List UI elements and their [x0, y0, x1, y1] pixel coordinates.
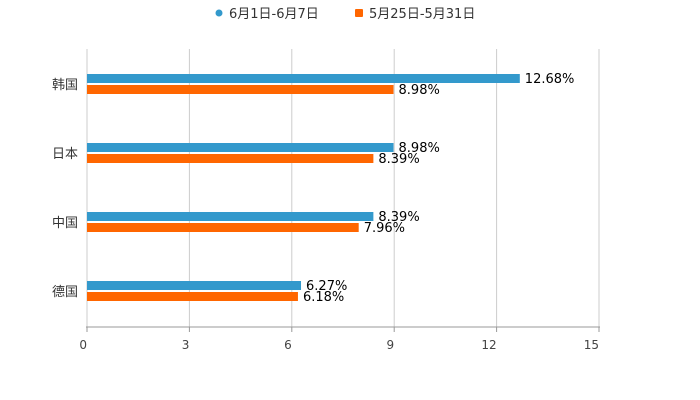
category-label-1: 日本: [52, 147, 78, 162]
bar-2-series-2: [87, 223, 359, 232]
legend-label-series-2: 5月25日-5月31日: [369, 7, 475, 22]
legend-marker-series-1: [215, 9, 223, 17]
x-tick-label-0: 0: [79, 338, 87, 352]
category-label-0: 韩国: [52, 78, 78, 93]
legend-label-series-1: 6月1日-6月7日: [229, 7, 319, 22]
bar-0-series-2: [87, 85, 394, 94]
x-tick-label-9: 9: [387, 338, 395, 352]
legend-marker-series-2: [355, 9, 363, 17]
data-label-2-series-2: 7.96%: [364, 221, 405, 236]
x-tick-label-6: 6: [284, 338, 292, 352]
gridlines: [86, 49, 600, 328]
x-axis-ticks: 0 3 6 9 12 15: [79, 327, 600, 352]
bar-1-series-2: [87, 154, 374, 163]
data-label-2-series-1: 8.39%: [378, 210, 419, 225]
legend: 6月1日-6月7日 5月25日-5月31日: [215, 7, 475, 22]
data-label-1-series-2: 8.39%: [378, 152, 419, 167]
bar-0-series-1: [87, 74, 520, 83]
x-tick-label-15: 15: [584, 338, 599, 352]
data-label-3-series-1: 6.27%: [306, 279, 347, 294]
bar-1-series-1: [87, 143, 394, 152]
data-label-3-series-2: 6.18%: [303, 290, 344, 305]
x-tick-label-12: 12: [481, 338, 496, 352]
category-label-2: 中国: [52, 216, 78, 231]
data-label-0-series-1: 12.68%: [525, 72, 575, 87]
data-labels: 12.68%8.98%8.98%8.39%8.39%7.96%6.27%6.18…: [303, 72, 574, 305]
data-label-1-series-1: 8.98%: [399, 141, 440, 156]
bar-3-series-1: [87, 281, 302, 290]
x-tick-label-3: 3: [182, 338, 190, 352]
category-label-3: 德国: [52, 285, 78, 300]
bars: [87, 74, 520, 301]
data-label-0-series-2: 8.98%: [399, 83, 440, 98]
bar-3-series-2: [87, 292, 298, 301]
bar-2-series-1: [87, 212, 374, 221]
